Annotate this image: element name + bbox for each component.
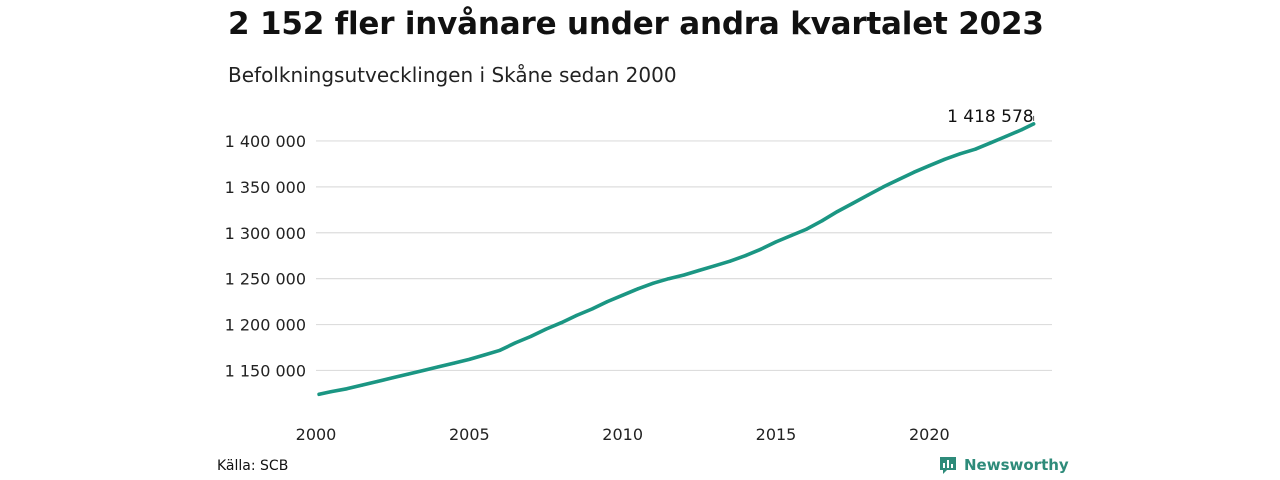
y-tick-label: 1 400 000 (225, 132, 306, 151)
data-point (927, 164, 931, 168)
data-point (544, 327, 548, 331)
data-point (345, 387, 349, 391)
data-point (590, 307, 594, 311)
data-point (682, 273, 686, 277)
data-point (559, 321, 563, 325)
chart-title: 2 152 fler invånare under andra kvartale… (228, 6, 1044, 42)
data-point (774, 240, 778, 244)
data-point (973, 147, 977, 151)
x-tick-label: 2005 (449, 425, 490, 444)
x-tick-label: 2010 (602, 425, 643, 444)
newsworthy-logo-icon (940, 457, 956, 474)
data-point (483, 353, 487, 357)
data-point (406, 372, 410, 376)
data-point (452, 361, 456, 365)
data-point (728, 259, 732, 263)
y-tick-label: 1 300 000 (225, 224, 306, 243)
data-point (897, 177, 901, 182)
data-point (621, 293, 625, 297)
y-tick-label: 1 200 000 (225, 316, 306, 335)
data-point (529, 334, 533, 339)
data-point (943, 157, 947, 161)
data-point (789, 233, 793, 238)
y-tick-label: 1 250 000 (225, 270, 306, 289)
data-point (605, 300, 609, 304)
data-point (1004, 134, 1008, 138)
data-point (636, 287, 640, 291)
data-point (866, 193, 870, 197)
data-point (437, 365, 441, 369)
series-line (317, 122, 1036, 397)
data-point (820, 219, 824, 223)
data-point (575, 313, 579, 317)
source-note: Källa: SCB (217, 458, 289, 474)
y-tick-label: 1 350 000 (225, 178, 306, 197)
data-point (713, 264, 717, 268)
data-point (851, 201, 855, 205)
data-point (375, 379, 379, 384)
data-point (467, 357, 471, 362)
brand-logo[interactable]: Newsworthy (938, 455, 1069, 475)
data-point (360, 383, 364, 387)
data-point (912, 170, 916, 174)
data-point (759, 247, 763, 251)
data-point (667, 277, 671, 281)
data-point (421, 368, 425, 373)
end-value-label: 1 418 578 (947, 107, 1034, 127)
y-tick-label: 1 150 000 (225, 361, 306, 380)
data-point (651, 281, 655, 285)
brand-name: Newsworthy (964, 456, 1069, 474)
data-point (513, 341, 517, 345)
x-tick-label: 2020 (909, 425, 950, 444)
data-point (881, 185, 885, 189)
chart-subtitle: Befolkningsutvecklingen i Skåne sedan 20… (228, 63, 677, 87)
data-point (989, 141, 993, 145)
data-point (329, 389, 333, 394)
data-point (805, 227, 809, 231)
x-tick-label: 2000 (296, 425, 337, 444)
data-point (498, 348, 502, 352)
data-point (697, 268, 701, 272)
data-point (317, 392, 321, 396)
data-point (391, 376, 395, 380)
data-point (1019, 128, 1023, 132)
data-point (1032, 122, 1036, 126)
data-point (958, 152, 962, 156)
x-tick-label: 2015 (756, 425, 797, 444)
data-point (743, 254, 747, 258)
data-point (835, 210, 839, 214)
